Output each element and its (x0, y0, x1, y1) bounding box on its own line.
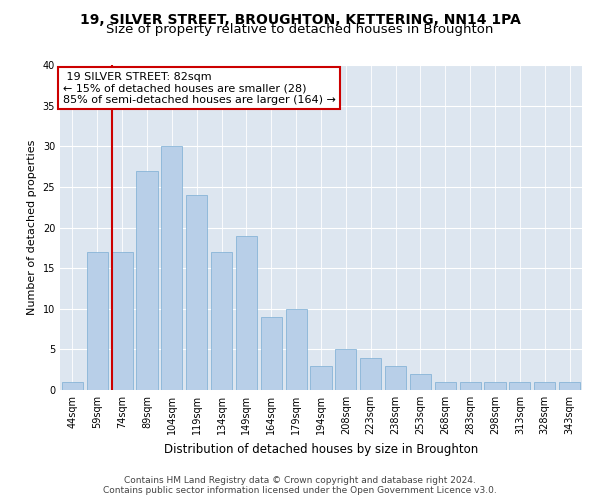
Bar (534, 382, 555, 390)
Bar (261, 317, 282, 390)
Bar (211, 252, 232, 390)
Text: 19, SILVER STREET, BROUGHTON, KETTERING, NN14 1PA: 19, SILVER STREET, BROUGHTON, KETTERING,… (80, 12, 520, 26)
Bar (62, 382, 83, 390)
Bar (286, 308, 307, 390)
Bar (559, 382, 580, 390)
Bar (460, 382, 481, 390)
Bar (435, 382, 456, 390)
X-axis label: Distribution of detached houses by size in Broughton: Distribution of detached houses by size … (164, 442, 478, 456)
Text: Contains HM Land Registry data © Crown copyright and database right 2024.
Contai: Contains HM Land Registry data © Crown c… (103, 476, 497, 495)
Bar (410, 374, 431, 390)
Bar (87, 252, 108, 390)
Bar (484, 382, 506, 390)
Bar (186, 195, 207, 390)
Text: 19 SILVER STREET: 82sqm
← 15% of detached houses are smaller (28)
85% of semi-de: 19 SILVER STREET: 82sqm ← 15% of detache… (62, 72, 335, 104)
Y-axis label: Number of detached properties: Number of detached properties (27, 140, 37, 315)
Bar (112, 252, 133, 390)
Bar (335, 350, 356, 390)
Bar (509, 382, 530, 390)
Bar (236, 236, 257, 390)
Bar (310, 366, 332, 390)
Bar (360, 358, 381, 390)
Text: Size of property relative to detached houses in Broughton: Size of property relative to detached ho… (106, 22, 494, 36)
Bar (136, 170, 158, 390)
Bar (161, 146, 182, 390)
Bar (385, 366, 406, 390)
